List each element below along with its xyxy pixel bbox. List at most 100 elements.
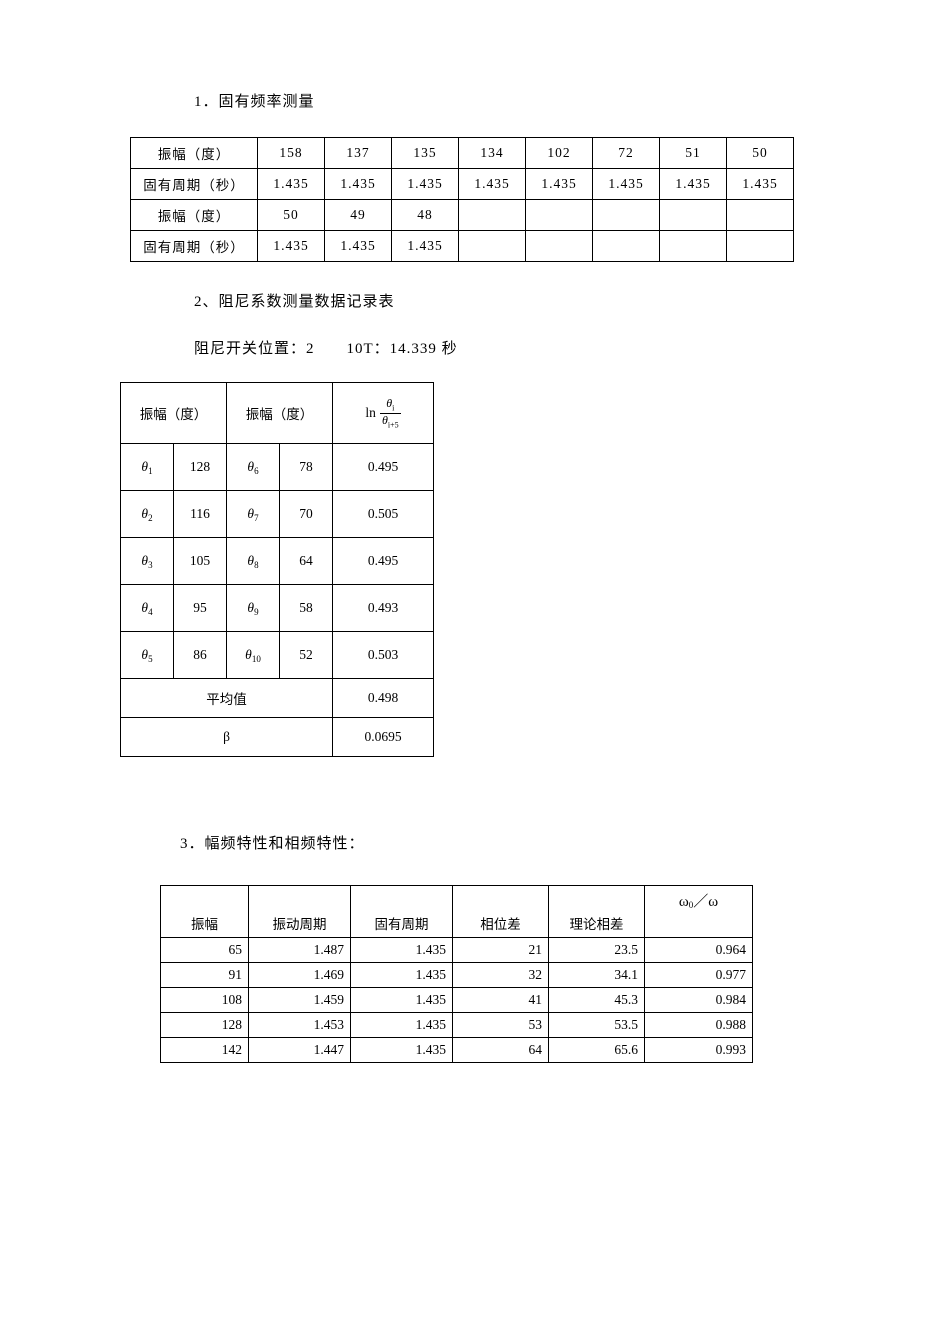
cell: 128 (161, 1013, 249, 1038)
cell: 102 (526, 138, 593, 169)
cell (727, 231, 794, 262)
theta-label: θ9 (227, 585, 280, 632)
table-row: θ1 128 θ6 78 0.495 (121, 444, 434, 491)
cell: 91 (161, 963, 249, 988)
cell: 1.487 (249, 938, 351, 963)
beta-label: β (121, 718, 333, 757)
table-row: 142 1.447 1.435 64 65.6 0.993 (161, 1038, 753, 1063)
table-row: 振幅（度） 158 137 135 134 102 72 51 50 (131, 138, 794, 169)
col-header: 振动周期 (249, 886, 351, 938)
cell: 116 (174, 491, 227, 538)
theta-label: θ1 (121, 444, 174, 491)
cell: 1.435 (351, 988, 453, 1013)
table-row: 108 1.459 1.435 41 45.3 0.984 (161, 988, 753, 1013)
cell: 41 (453, 988, 549, 1013)
cell: 65.6 (549, 1038, 645, 1063)
cell: 1.469 (249, 963, 351, 988)
cell: 1.435 (258, 169, 325, 200)
cell (459, 231, 526, 262)
ln-fraction: ln θi θi+5 (365, 397, 400, 430)
theta-label: θ3 (121, 538, 174, 585)
section-3-heading: 3．幅频特性和相频特性： (180, 832, 825, 853)
fraction: θi θi+5 (380, 397, 401, 430)
cell: 1.435 (593, 169, 660, 200)
col-header: 振幅（度） (121, 383, 227, 444)
beta-value: 0.0695 (333, 718, 434, 757)
cell: 134 (459, 138, 526, 169)
table-natural-frequency: 振幅（度） 158 137 135 134 102 72 51 50 固有周期（… (130, 137, 794, 262)
cell: 108 (161, 988, 249, 1013)
col-header: 振幅 (161, 886, 249, 938)
cell: 0.495 (333, 444, 434, 491)
table-damping: 振幅（度） 振幅（度） ln θi θi+5 θ1 128 θ6 78 0.49… (120, 382, 434, 757)
cell: 137 (325, 138, 392, 169)
table-row: 振幅（度） 50 49 48 (131, 200, 794, 231)
cell: 0.495 (333, 538, 434, 585)
theta-label: θ2 (121, 491, 174, 538)
section-2-heading: 2、阻尼系数测量数据记录表 (194, 290, 825, 311)
cell: 1.435 (459, 169, 526, 200)
cell: 142 (161, 1038, 249, 1063)
cell: 0.984 (645, 988, 753, 1013)
theta-label: θ8 (227, 538, 280, 585)
cell: 1.435 (325, 231, 392, 262)
cell: 1.435 (392, 231, 459, 262)
avg-value: 0.498 (333, 679, 434, 718)
section-2-subline: 阻尼开关位置：2 10T：14.339 秒 (194, 337, 825, 358)
cell: 1.435 (392, 169, 459, 200)
cell: 1.459 (249, 988, 351, 1013)
cell: 1.453 (249, 1013, 351, 1038)
cell: 1.447 (249, 1038, 351, 1063)
cell (593, 200, 660, 231)
cell: 0.964 (645, 938, 753, 963)
cell: 45.3 (549, 988, 645, 1013)
cell (459, 200, 526, 231)
cell: 0.993 (645, 1038, 753, 1063)
cell: 51 (660, 138, 727, 169)
table-header-row: 振幅（度） 振幅（度） ln θi θi+5 (121, 383, 434, 444)
cell: 78 (280, 444, 333, 491)
cell: 86 (174, 632, 227, 679)
cell: 1.435 (351, 963, 453, 988)
cell: 1.435 (727, 169, 794, 200)
col-header: 相位差 (453, 886, 549, 938)
cell (660, 200, 727, 231)
table-frequency-response: 振幅 振动周期 固有周期 相位差 理论相差 ω0／ω 65 1.487 1.43… (160, 885, 753, 1063)
cell: 105 (174, 538, 227, 585)
table-header-row: 振幅 振动周期 固有周期 相位差 理论相差 ω0／ω (161, 886, 753, 938)
section-1-heading: 1．固有频率测量 (194, 90, 825, 111)
table-row: 固有周期（秒） 1.435 1.435 1.435 (131, 231, 794, 262)
row-label: 振幅（度） (131, 138, 258, 169)
cell (526, 200, 593, 231)
table-row: θ3 105 θ8 64 0.495 (121, 538, 434, 585)
cell: 65 (161, 938, 249, 963)
cell: 50 (258, 200, 325, 231)
cell: 49 (325, 200, 392, 231)
cell: 1.435 (660, 169, 727, 200)
col-header-ratio: ω0／ω (645, 886, 753, 938)
cell: 64 (453, 1038, 549, 1063)
row-label: 振幅（度） (131, 200, 258, 231)
col-header-ln: ln θi θi+5 (333, 383, 434, 444)
cell: 1.435 (351, 1038, 453, 1063)
cell (727, 200, 794, 231)
cell: 32 (453, 963, 549, 988)
cell: 21 (453, 938, 549, 963)
omega-ratio: ω0／ω (679, 894, 718, 910)
theta-label: θ10 (227, 632, 280, 679)
table-row: θ4 95 θ9 58 0.493 (121, 585, 434, 632)
cell: 53.5 (549, 1013, 645, 1038)
cell: 0.493 (333, 585, 434, 632)
cell: 0.503 (333, 632, 434, 679)
cell: 52 (280, 632, 333, 679)
cell: 58 (280, 585, 333, 632)
col-header: 理论相差 (549, 886, 645, 938)
cell: 1.435 (526, 169, 593, 200)
row-label: 固有周期（秒） (131, 169, 258, 200)
table-row: 91 1.469 1.435 32 34.1 0.977 (161, 963, 753, 988)
table-row: 128 1.453 1.435 53 53.5 0.988 (161, 1013, 753, 1038)
theta-label: θ7 (227, 491, 280, 538)
avg-label: 平均值 (121, 679, 333, 718)
cell (526, 231, 593, 262)
cell: 23.5 (549, 938, 645, 963)
